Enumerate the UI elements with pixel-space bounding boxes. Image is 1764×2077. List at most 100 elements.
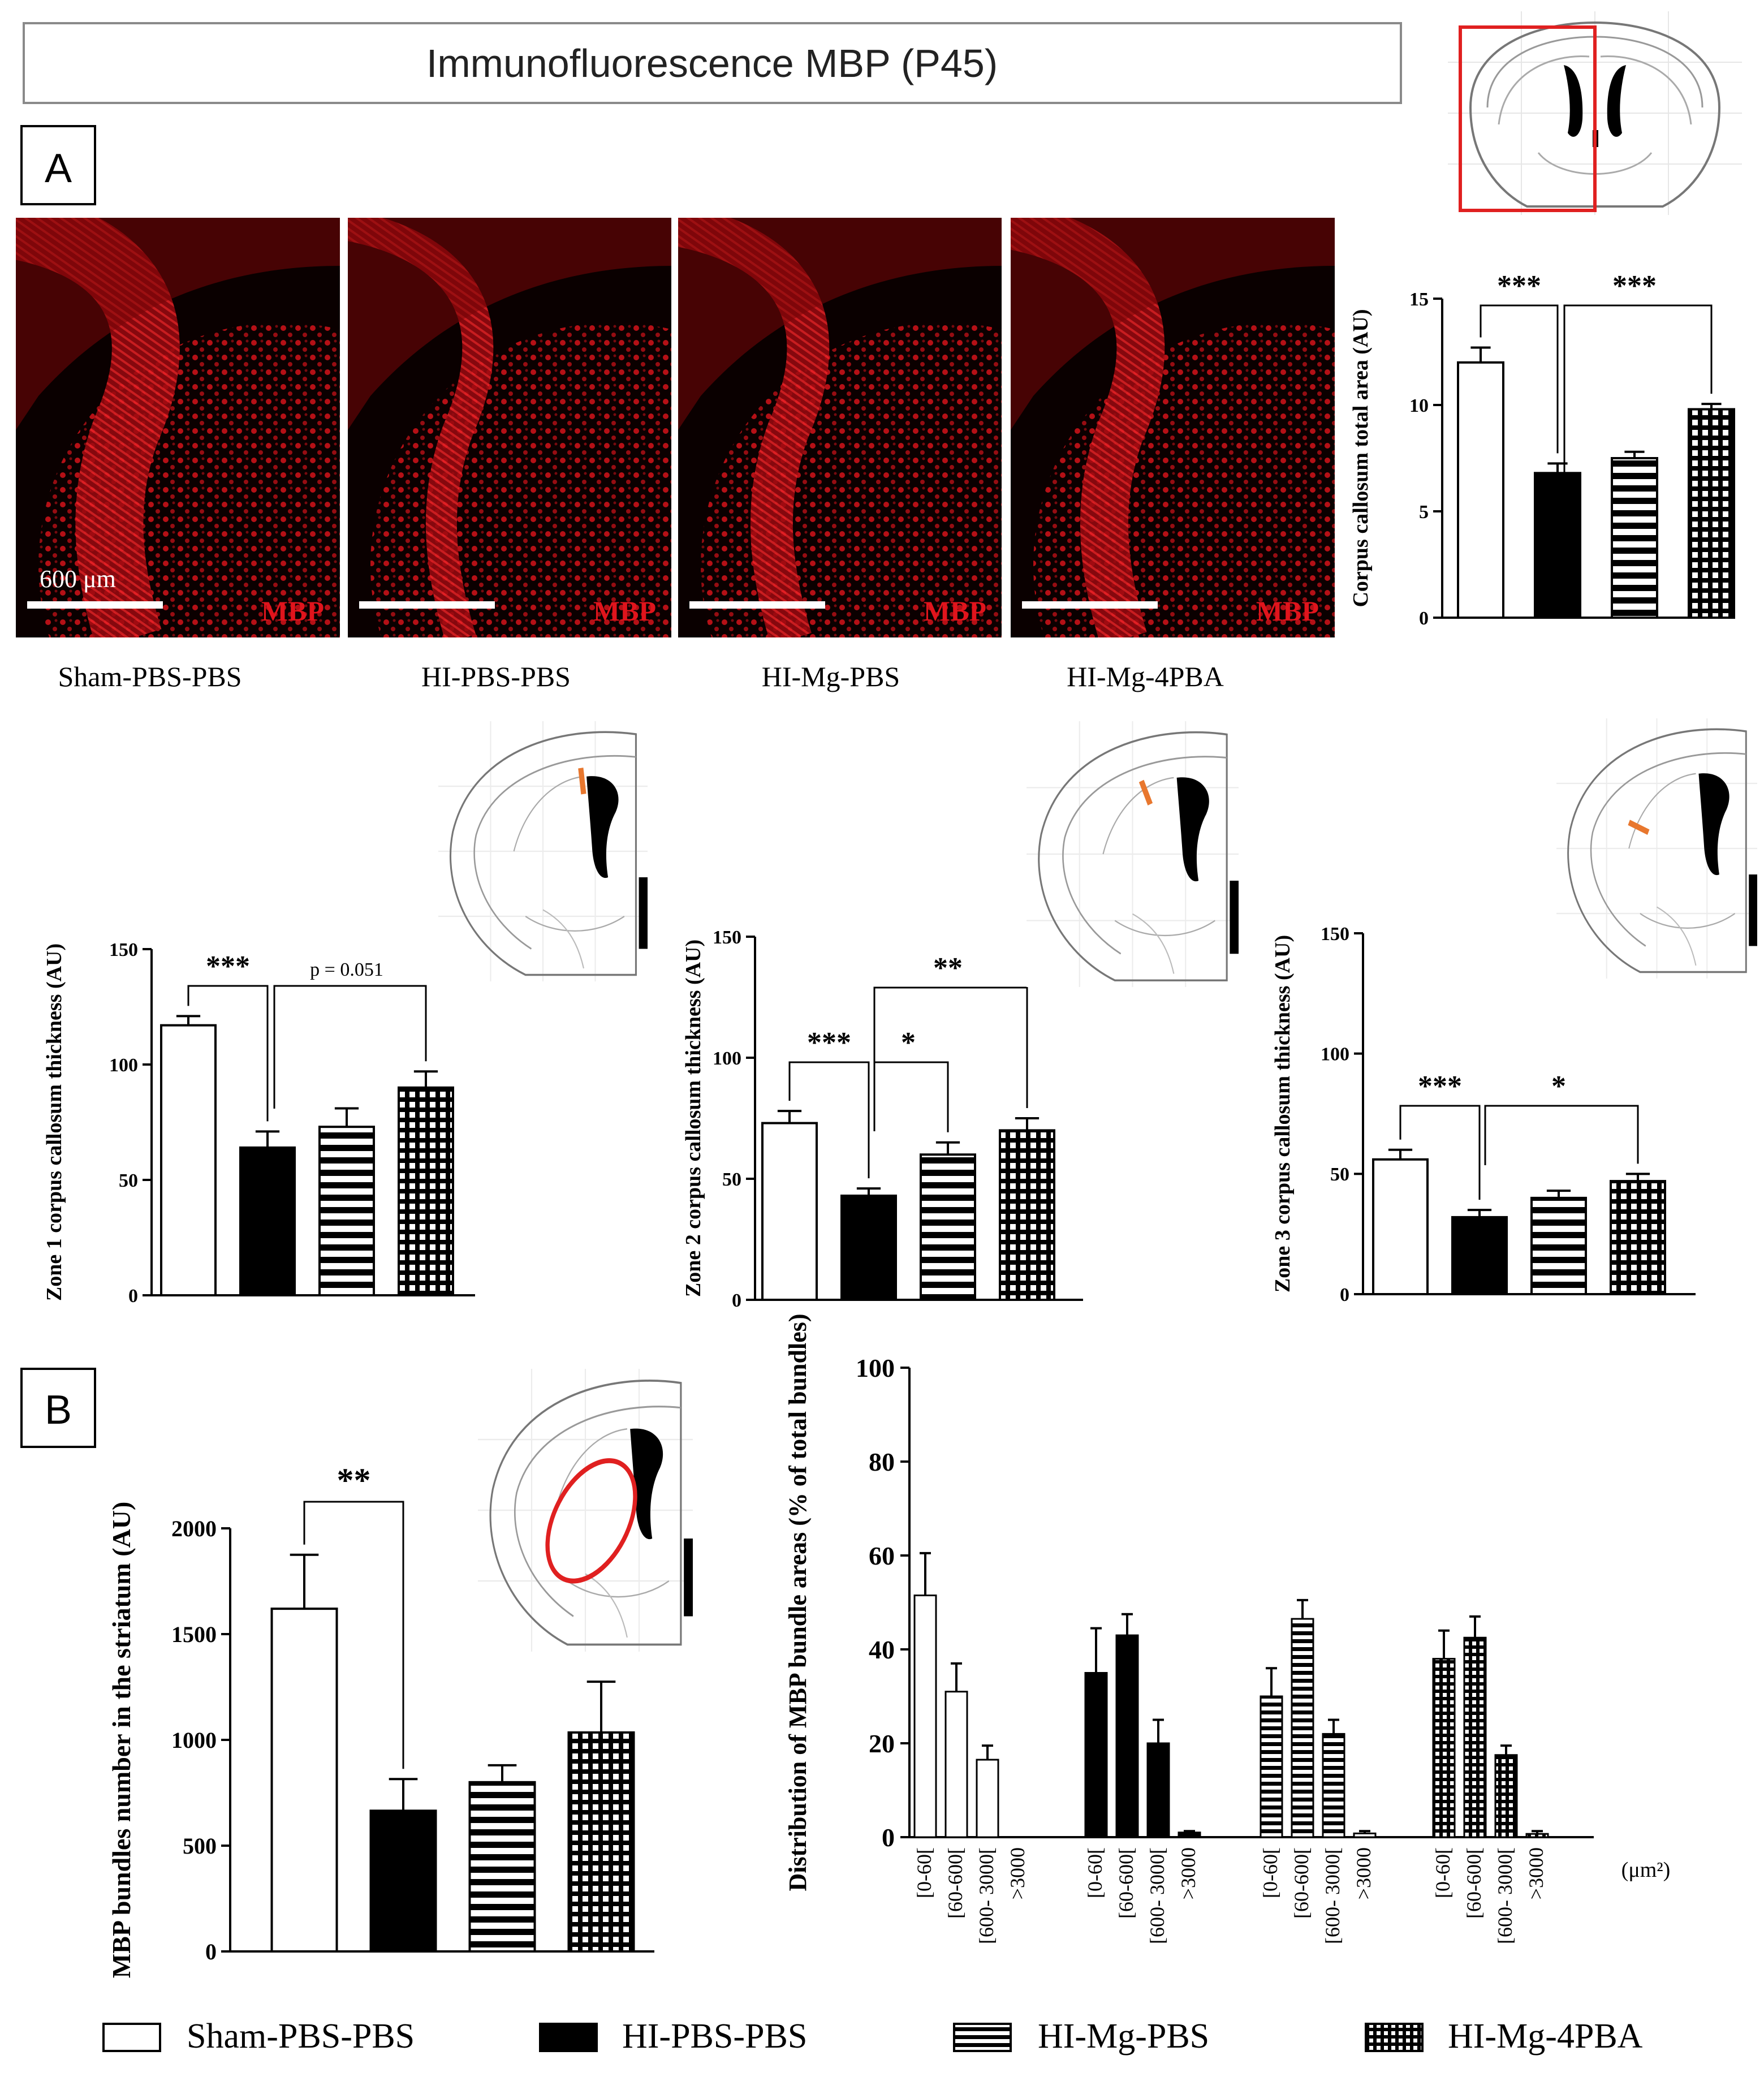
significance-label: * — [901, 1027, 916, 1059]
significance-bracket — [788, 1061, 870, 1179]
bar-HI-Mg-4PBA-1 — [1463, 1636, 1487, 1838]
x-tick-label: >3000 — [1525, 1847, 1547, 1899]
atlas-insets — [438, 718, 1758, 1652]
region-line — [585, 1573, 628, 1638]
y-tick-label: 50 — [119, 1170, 138, 1191]
midline-bar — [1230, 881, 1239, 954]
panel-label-b: B — [20, 1368, 96, 1448]
scale-bar — [1022, 601, 1158, 609]
significance-bracket — [273, 985, 427, 1109]
bar-Sham-PBS-PBS — [270, 1608, 338, 1953]
significance-bracket — [873, 1061, 949, 1132]
figure-title: Immunofluorescence MBP (P45) — [426, 41, 998, 85]
bar-HI-Mg-4PBA-2 — [1494, 1754, 1518, 1838]
y-tick-label: 80 — [869, 1447, 895, 1476]
legend-item-3: HI-Mg-PBS — [953, 2017, 1209, 2056]
bar-HI-Mg-PBS — [468, 1781, 536, 1953]
region-line — [1657, 906, 1697, 966]
inset-striatum — [478, 1369, 693, 1652]
bar-HI-Mg-4PBA-0 — [1432, 1658, 1456, 1838]
region-line — [525, 916, 625, 932]
x-tick-label: >3000 — [1177, 1847, 1200, 1899]
legend-item-4: HI-Mg-4PBA — [1365, 2017, 1643, 2056]
bar-Sham-PBS-PBS-0 — [913, 1595, 937, 1838]
y-tick-label: 150 — [109, 940, 138, 960]
bar-HI-PBS-PBS-3 — [1178, 1832, 1201, 1838]
cortex-line — [1590, 752, 1746, 947]
x-unit-label: (μm²) — [1621, 1858, 1671, 1882]
legend-swatch — [102, 2023, 161, 2052]
legend-swatch — [1365, 2023, 1424, 2052]
x-tick-label: [0-60[ — [1084, 1847, 1106, 1898]
bar-HI-Mg-4PBA — [398, 1086, 454, 1297]
significance-label: ** — [933, 952, 963, 984]
y-axis-label: Zone 2 corpus callosum thickness (AU) — [682, 940, 705, 1297]
x-tick-label: >3000 — [1006, 1847, 1029, 1899]
x-tick-label: [60-600[ — [1115, 1847, 1137, 1919]
x-tick-label: [0-60[ — [1259, 1847, 1282, 1898]
significance-label: *** — [206, 950, 250, 983]
micrograph-caption: HI-Mg-PBS — [762, 661, 900, 692]
bar-Sham-PBS-PBS — [761, 1122, 818, 1302]
region-line — [1132, 913, 1175, 974]
bar-HI-Mg-PBS-0 — [1260, 1695, 1283, 1838]
x-tick-label: [60-600[ — [1290, 1847, 1313, 1919]
callosum-line — [1102, 777, 1174, 855]
y-tick-label: 1500 — [171, 1622, 217, 1647]
y-tick-label: 50 — [722, 1169, 741, 1190]
micrograph-caption: HI-Mg-4PBA — [1067, 661, 1224, 692]
hemisphere-outline — [1038, 731, 1228, 982]
y-tick-label: 10 — [1409, 395, 1429, 416]
significance-bracket — [303, 1501, 404, 1769]
y-tick-label: 100 — [1321, 1044, 1349, 1065]
y-tick-label: 0 — [205, 1939, 217, 1964]
bar-Sham-PBS-PBS — [160, 1024, 217, 1296]
hemisphere-outline — [1567, 728, 1747, 973]
cortex-region — [678, 218, 1002, 430]
y-tick-label: 100 — [109, 1055, 138, 1076]
micrograph-caption: HI-PBS-PBS — [421, 661, 571, 692]
midline-bar — [639, 877, 648, 949]
y-tick-label: 40 — [869, 1635, 895, 1664]
x-tick-label: [60-600[ — [1463, 1847, 1485, 1919]
y-tick-label: 100 — [856, 1354, 895, 1382]
y-tick-label: 100 — [713, 1048, 741, 1069]
panel-label-a-text: A — [45, 146, 72, 191]
cortex-line — [1062, 756, 1227, 955]
legend-item-2: HI-PBS-PBS — [539, 2017, 807, 2056]
legend-label: Sham-PBS-PBS — [187, 2017, 415, 2056]
bar-HI-PBS-PBS — [369, 1809, 437, 1953]
callosum-line — [555, 1428, 627, 1511]
bar-HI-Mg-PBS-3 — [1353, 1832, 1377, 1838]
bar-HI-Mg-4PBA — [1688, 408, 1735, 619]
legend-label: HI-Mg-PBS — [1038, 2017, 1209, 2056]
cortex-line — [473, 755, 636, 950]
bar-HI-Mg-PBS — [318, 1126, 375, 1297]
scale-bar-label: 600 μm — [40, 565, 116, 593]
significance-label: p = 0.051 — [310, 959, 383, 980]
y-tick-label: 2000 — [171, 1516, 217, 1541]
micrograph-row: MBP 600 μm Sham-PBS-PBS MBP HI-PBS-PBS MBP HI-… — [16, 218, 1335, 692]
zone-marker — [578, 768, 586, 795]
ventricle-icon — [1698, 773, 1730, 876]
x-tick-label: [0-60[ — [913, 1847, 935, 1898]
x-tick-label: [600- 3000[ — [1146, 1847, 1168, 1944]
cortex-line — [514, 1406, 682, 1617]
y-tick-label: 150 — [1321, 924, 1349, 945]
y-tick-label: 0 — [128, 1286, 138, 1307]
bar-HI-Mg-PBS — [1611, 457, 1658, 619]
ventricle-icon — [1176, 777, 1209, 882]
y-axis-label: MBP bundles number in the striatum (AU) — [107, 1502, 136, 1979]
bar-HI-Mg-PBS — [1530, 1196, 1587, 1296]
inset-zone3 — [1556, 718, 1758, 979]
y-tick-label: 50 — [1330, 1164, 1349, 1185]
panel-label-b-text: B — [45, 1387, 72, 1433]
bar-HI-Mg-PBS-1 — [1291, 1618, 1314, 1838]
bar-HI-PBS-PBS — [840, 1194, 897, 1301]
chart-corpus-callosum-area: 0 5 10 15 Corpus callosum total area (AU) ***… — [1349, 270, 1735, 629]
significance-bracket — [1563, 304, 1713, 588]
y-axis-label: Distribution of MBP bundle areas (% of t… — [784, 1313, 812, 1891]
significance-bracket — [187, 985, 269, 1122]
significance-label: ** — [337, 1462, 371, 1499]
